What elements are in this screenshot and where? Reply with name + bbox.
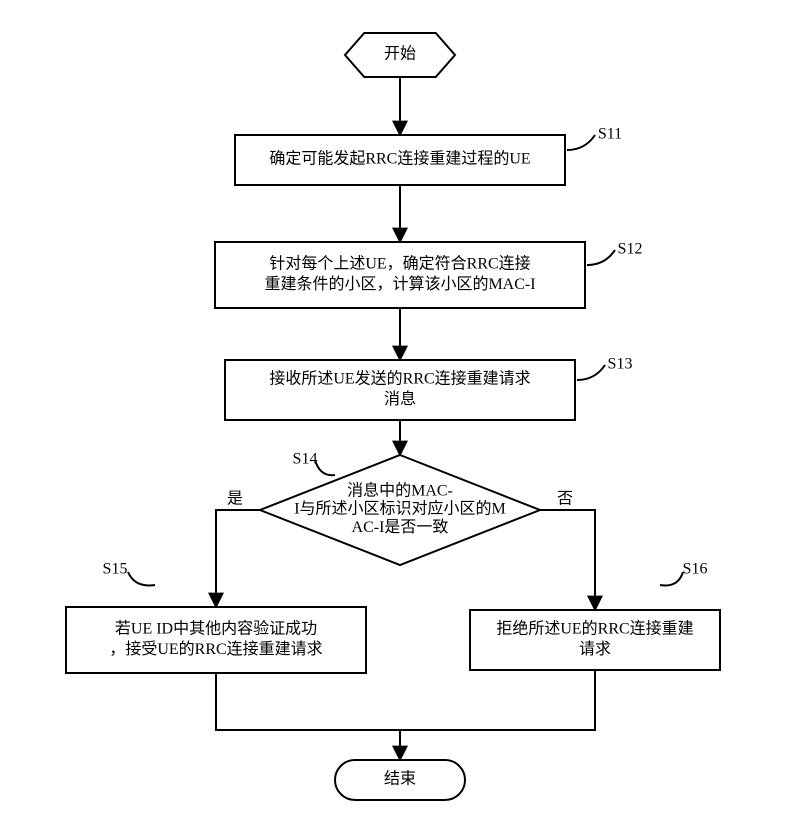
s12-text: 针对每个上述UE，确定符合RRC连接 [269, 254, 530, 272]
step-label-s15: S15 [103, 561, 128, 578]
callout-curve [315, 460, 335, 475]
step-label-s13: S13 [608, 356, 633, 373]
step-label-s12: S12 [618, 241, 643, 258]
flow-edge [216, 510, 260, 607]
step-label-s16: S16 [683, 561, 708, 578]
s13-text: 消息 [384, 390, 416, 408]
s14-text: AC-I是否一致 [352, 518, 449, 536]
flow-edge [540, 510, 595, 610]
node-s12: 针对每个上述UE，确定符合RRC连接重建条件的小区，计算该小区的MAC-I [215, 242, 585, 308]
s11-text: 确定可能发起RRC连接重建过程的UE [269, 150, 530, 168]
svg-text:开始: 开始 [384, 45, 416, 63]
node-end: 结束 [335, 760, 465, 800]
node-s11: 确定可能发起RRC连接重建过程的UE [235, 135, 565, 185]
step-label-s11: S11 [598, 126, 622, 143]
s14-text: 消息中的MAC- [347, 481, 453, 499]
node-start: 开始 [345, 33, 455, 77]
node-s14: 消息中的MAC-I与所述小区标识对应小区的MAC-I是否一致 [260, 455, 540, 565]
callout-curve [660, 572, 683, 585]
branch-label-yes: 是 [227, 491, 243, 508]
s15-text: 若UE ID中其他内容验证成功 [115, 619, 317, 637]
branch-label-no: 否 [557, 491, 573, 508]
svg-text:结束: 结束 [384, 770, 416, 788]
flow-edge [216, 673, 400, 730]
node-s15: 若UE ID中其他内容验证成功 ，接受UE的RRC连接重建请求 [66, 607, 366, 673]
callout-curve [577, 365, 605, 380]
s15-text: ，接受UE的RRC连接重建请求 [109, 640, 322, 658]
flow-edge [400, 670, 595, 730]
node-s16: 拒绝所述UE的RRC连接重建请求 [470, 610, 720, 670]
node-s13: 接收所述UE发送的RRC连接重建请求消息 [225, 360, 575, 420]
callout-curve [567, 135, 595, 150]
s12-text: 重建条件的小区，计算该小区的MAC-I [264, 274, 535, 293]
s14-text: I与所述小区标识对应小区的M [294, 499, 506, 518]
s16-text: 请求 [579, 640, 611, 658]
callout-curve [128, 572, 155, 585]
s16-text: 拒绝所述UE的RRC连接重建 [496, 619, 693, 637]
s13-text: 接收所述UE发送的RRC连接重建请求 [269, 369, 530, 387]
callout-curve [587, 250, 615, 265]
step-label-s14: S14 [293, 451, 318, 468]
